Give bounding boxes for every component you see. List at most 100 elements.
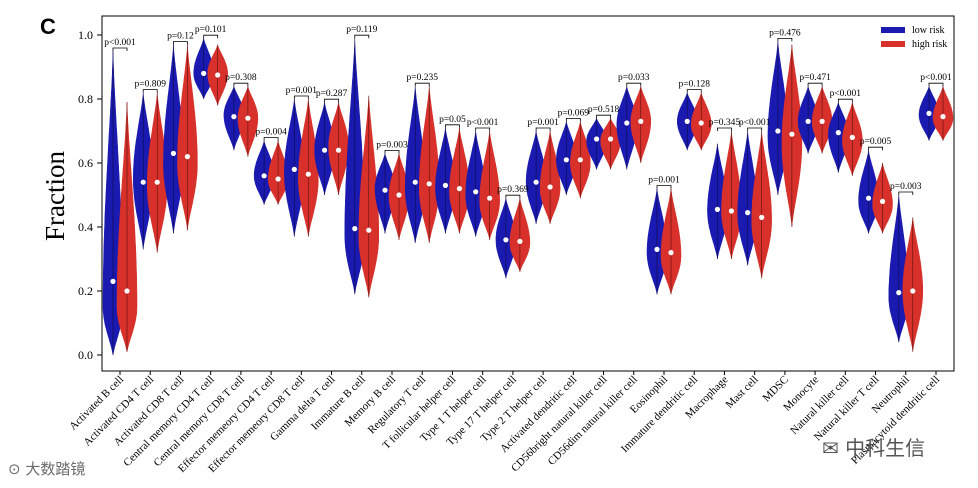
violin-low-median <box>231 114 237 120</box>
violin-low-median <box>684 118 690 124</box>
violin-high-median <box>819 118 825 124</box>
violin-high-median <box>547 184 553 190</box>
violin-low-median <box>593 136 600 142</box>
violin-high-median <box>335 147 342 153</box>
y-tick-label: 1.0 <box>78 28 93 42</box>
violin-low-median <box>563 157 569 163</box>
p-value-label: p=0.809 <box>134 80 166 90</box>
violin-high-median <box>154 179 160 185</box>
violin-low-median <box>654 246 660 252</box>
violin-high-median <box>487 195 493 201</box>
p-bracket <box>565 118 581 122</box>
p-bracket <box>747 127 763 131</box>
p-value-label: p<0.001 <box>830 89 862 99</box>
p-bracket <box>626 82 642 87</box>
p-value-label: p=0.001 <box>286 86 318 96</box>
violin-low-median <box>745 210 751 216</box>
watermark-left-text: 大数踏镜 <box>25 460 86 478</box>
violin-high-median <box>366 227 372 233</box>
p-bracket <box>203 34 219 39</box>
violin-high-median <box>668 250 674 256</box>
violin-low-median <box>533 179 539 185</box>
p-value-label: p=0.003 <box>376 140 408 150</box>
violins <box>102 38 954 356</box>
violin-low-median <box>926 110 932 116</box>
violin-low-median <box>714 206 721 212</box>
violin-high-median <box>940 114 946 120</box>
violin-low-median <box>835 130 841 136</box>
p-value-label: p=0.003 <box>890 182 922 192</box>
violin-low-median <box>352 226 358 232</box>
watermark-right-text: 中科生信 <box>845 436 926 460</box>
p-value-label: p=0.476 <box>769 28 801 38</box>
p-bracket <box>656 185 672 189</box>
p-bracket <box>173 41 188 45</box>
violin-high-median <box>910 288 916 294</box>
p-value-label: p=0.369 <box>497 185 529 195</box>
p-bracket <box>414 82 430 87</box>
violin-low-median <box>110 278 116 284</box>
p-value-label: p=0.235 <box>406 73 438 83</box>
violin-low-median <box>291 166 297 172</box>
violin-low-median <box>321 147 328 153</box>
violin-high-median <box>879 198 886 204</box>
p-bracket <box>868 146 883 151</box>
violin-high-median <box>728 208 735 214</box>
p-bracket <box>505 194 521 199</box>
watermark-left: ⊙ 大数踏镜 <box>8 458 85 479</box>
violin-high-median <box>638 118 644 124</box>
p-value-label: p=0.308 <box>225 73 257 83</box>
p-bracket <box>475 127 491 131</box>
violin-high-median <box>245 115 251 121</box>
violin-high-median <box>789 131 795 137</box>
p-bracket <box>928 82 944 87</box>
legend-label: high risk <box>912 39 947 50</box>
p-value-label: p=0.001 <box>648 176 680 186</box>
violin-low-median <box>805 118 811 124</box>
p-value-label: p=0.004 <box>255 128 287 138</box>
legend-label: low risk <box>912 25 945 36</box>
violin-high-median <box>698 120 704 126</box>
violin-low-median <box>624 120 630 126</box>
violin-low-median <box>412 179 418 185</box>
p-bracket <box>898 191 914 195</box>
violin-low-median <box>473 189 479 195</box>
p-bracket <box>445 124 460 128</box>
p-values: p<0.001 p=0.809 p=0.12p=0.101 p=0.308 p=0.00… <box>104 25 952 199</box>
p-value-label: p=0.518 <box>588 105 620 115</box>
p-value-label: p<0.001 <box>104 38 136 48</box>
p-bracket <box>717 127 732 131</box>
y-tick-label: 0.0 <box>78 348 93 362</box>
p-bracket <box>777 38 793 42</box>
y-axis-label: Fraction <box>40 151 70 241</box>
p-bracket <box>807 82 823 87</box>
watermark-right: ✉ 中科生信 <box>822 432 925 461</box>
p-value-label: p=0.12 <box>167 32 194 42</box>
p-value-label: p=0.287 <box>316 89 348 99</box>
violin-high-median <box>517 238 523 244</box>
p-bracket <box>263 137 279 141</box>
p-value-label: p=0.101 <box>195 25 227 35</box>
violin-high-median <box>426 181 432 187</box>
legend-swatch <box>881 41 905 47</box>
y-tick-label: 0.4 <box>78 220 93 234</box>
violin-high-median <box>759 214 765 220</box>
y-tick-label: 0.8 <box>78 92 93 106</box>
violin-high-median <box>456 186 463 192</box>
violin-low-median <box>775 128 781 134</box>
violin-low-median <box>865 195 872 201</box>
violin-high-median <box>124 288 130 294</box>
p-value-label: p=0.033 <box>618 73 650 83</box>
panel-letter: C <box>40 14 56 39</box>
p-bracket <box>112 47 128 51</box>
p-value-label: p<0.001 <box>739 118 771 128</box>
p-value-label: p=0.345 <box>709 118 741 128</box>
p-value-label: p=0.069 <box>558 108 590 118</box>
violin-low-median <box>382 187 388 193</box>
violin-high-median <box>305 171 311 177</box>
p-value-label: p=0.005 <box>860 137 892 147</box>
y-tick-label: 0.6 <box>78 156 93 170</box>
violin-low-median <box>896 290 902 296</box>
violin-high-median <box>396 192 402 198</box>
